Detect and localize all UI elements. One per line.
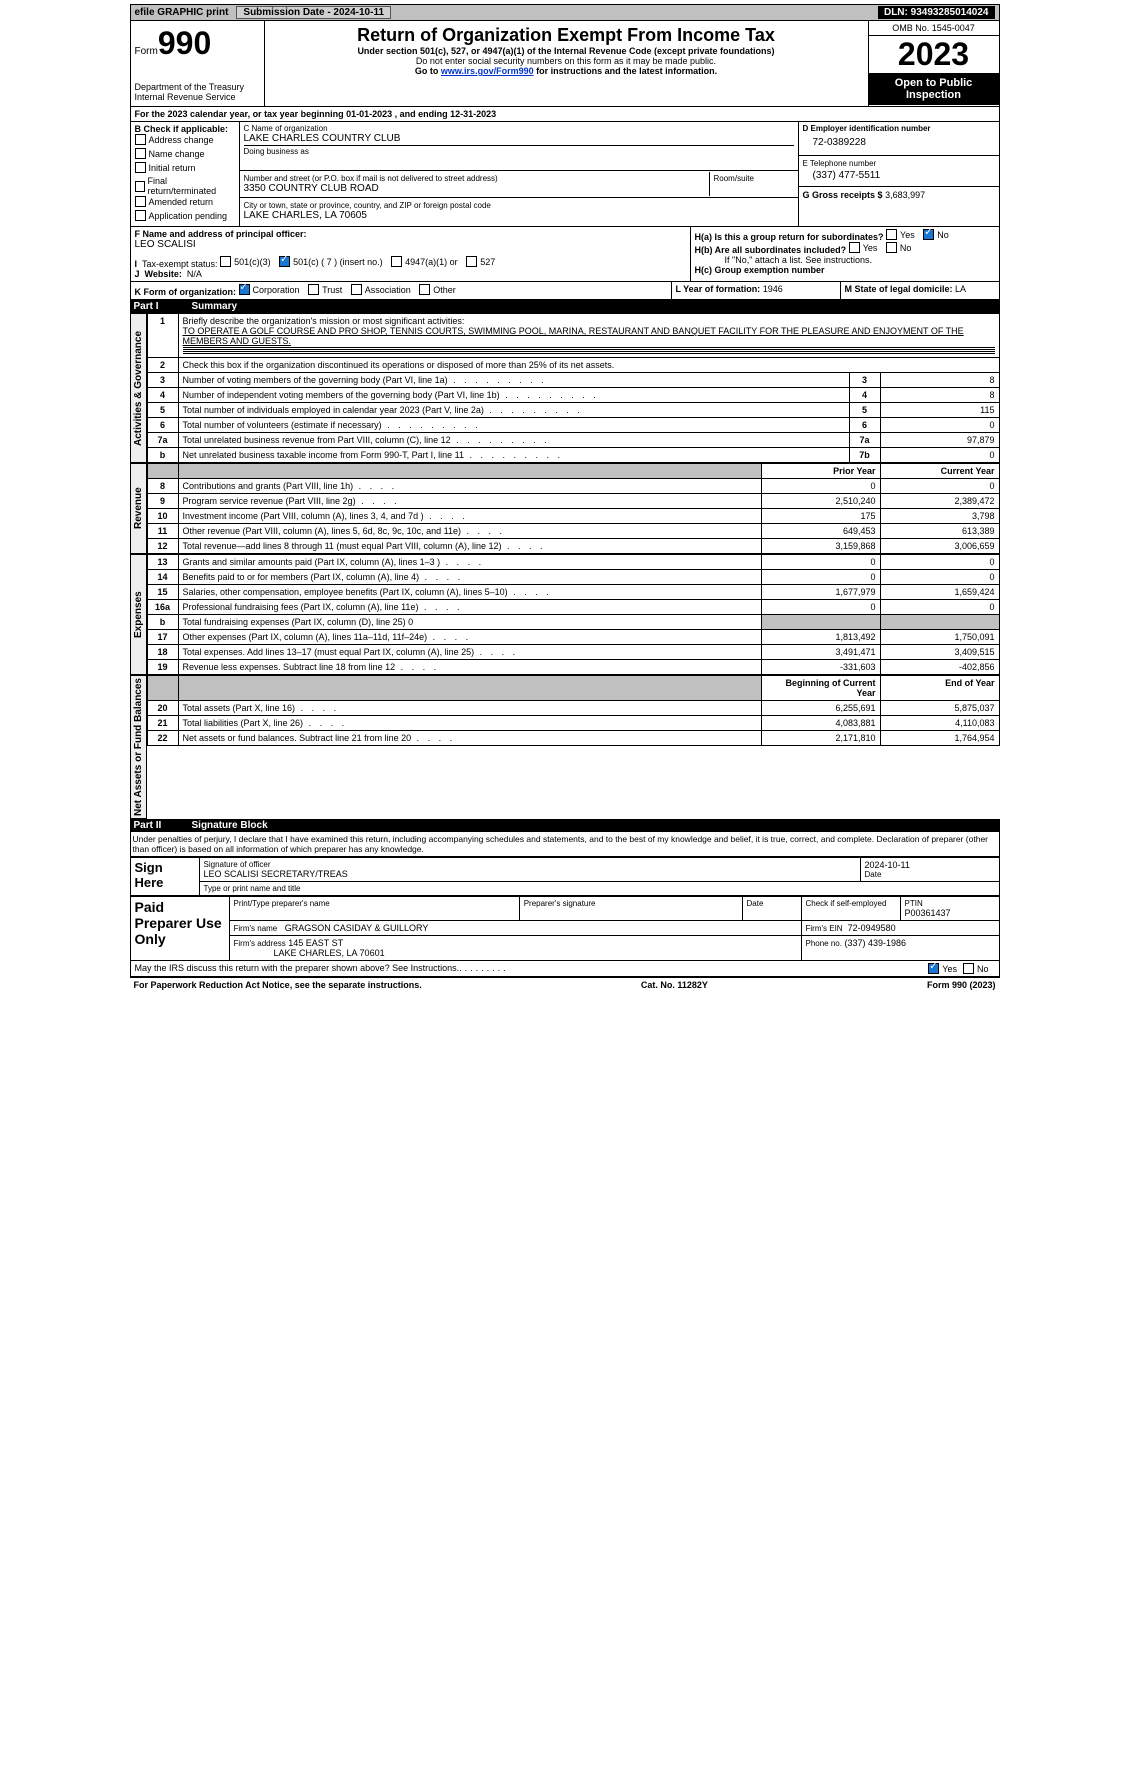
f-officer-label: F Name and address of principal officer: bbox=[135, 229, 307, 239]
city-label: City or town, state or province, country… bbox=[244, 201, 794, 210]
part1-header: Part ISummary bbox=[130, 300, 1000, 313]
declaration: Under penalties of perjury, I declare th… bbox=[130, 832, 1000, 857]
year-formation: 1946 bbox=[763, 284, 783, 294]
sign-here: Sign Here bbox=[130, 858, 199, 896]
form-number: 990 bbox=[158, 25, 211, 61]
cb-501c3[interactable]: 501(c)(3) bbox=[220, 256, 271, 267]
b-opt[interactable]: Initial return bbox=[135, 162, 196, 173]
hb-no[interactable]: No bbox=[886, 242, 912, 253]
c-name-label: C Name of organization bbox=[244, 124, 794, 133]
org-address: 3350 COUNTRY CLUB ROAD bbox=[244, 183, 705, 194]
paid-preparer: Paid Preparer Use Only bbox=[130, 897, 229, 961]
period-a: For the 2023 calendar year, or tax year … bbox=[135, 109, 497, 119]
phone: (337) 477-5511 bbox=[803, 168, 995, 183]
omb-number: OMB No. 1545-0047 bbox=[869, 21, 999, 36]
e-phone-label: E Telephone number bbox=[803, 159, 995, 168]
dept-treasury: Department of the Treasury Internal Reve… bbox=[135, 82, 260, 102]
ha-no[interactable]: No bbox=[923, 229, 949, 240]
form-label: Form bbox=[135, 46, 158, 57]
vert-net: Net Assets or Fund Balances bbox=[130, 675, 147, 819]
vert-activities: Activities & Governance bbox=[130, 313, 147, 463]
b-opt[interactable]: Name change bbox=[135, 148, 205, 159]
efile-label: efile GRAPHIC print bbox=[135, 7, 229, 18]
dba-label: Doing business as bbox=[244, 147, 794, 156]
cb-4947[interactable]: 4947(a)(1) or bbox=[391, 256, 458, 267]
hb-yes[interactable]: Yes bbox=[849, 242, 878, 253]
k-other[interactable]: Other bbox=[419, 284, 456, 295]
cb-501c[interactable]: 501(c) ( 7 ) (insert no.) bbox=[279, 256, 383, 267]
firm-name: GRAGSON CASIDAY & GUILLORY bbox=[285, 923, 429, 933]
sig-date: 2024-10-11 bbox=[865, 860, 995, 870]
officer-sig: LEO SCALISI SECRETARY/TREAS bbox=[204, 869, 856, 879]
topbar: efile GRAPHIC print Submission Date - 20… bbox=[130, 4, 1000, 21]
k-corp[interactable]: Corporation bbox=[239, 284, 300, 295]
form-header: Form990 Department of the Treasury Inter… bbox=[130, 21, 1000, 107]
firm-addr: 145 EAST ST bbox=[288, 938, 343, 948]
website: N/A bbox=[187, 269, 202, 279]
org-name: LAKE CHARLES COUNTRY CLUB bbox=[244, 133, 794, 144]
discuss-yes[interactable]: Yes bbox=[928, 963, 957, 974]
form-subtitle: Under section 501(c), 527, or 4947(a)(1)… bbox=[269, 46, 864, 56]
b-opt[interactable]: Address change bbox=[135, 134, 214, 145]
b-opt[interactable]: Amended return bbox=[135, 196, 214, 207]
form-title: Return of Organization Exempt From Incom… bbox=[269, 25, 864, 46]
k-trust[interactable]: Trust bbox=[308, 284, 342, 295]
submission-date-btn[interactable]: Submission Date - 2024-10-11 bbox=[236, 6, 391, 19]
org-city: LAKE CHARLES, LA 70605 bbox=[244, 210, 794, 221]
mission-text: TO OPERATE A GOLF COURSE AND PRO SHOP, T… bbox=[183, 326, 964, 346]
d-ein-label: D Employer identification number bbox=[803, 124, 995, 133]
k-assoc[interactable]: Association bbox=[351, 284, 411, 295]
officer-name: LEO SCALISI bbox=[135, 239, 686, 250]
vert-expenses: Expenses bbox=[130, 554, 147, 675]
room-label: Room/suite bbox=[714, 174, 794, 183]
discuss-no[interactable]: No bbox=[963, 963, 989, 974]
vert-revenue: Revenue bbox=[130, 463, 147, 554]
irs-link[interactable]: www.irs.gov/Form990 bbox=[441, 66, 534, 76]
ptin: P00361437 bbox=[905, 908, 995, 918]
footer: For Paperwork Reduction Act Notice, see … bbox=[130, 977, 1000, 992]
firm-phone: (337) 439-1986 bbox=[845, 938, 907, 948]
open-inspection: Open to Public Inspection bbox=[869, 73, 999, 105]
ein: 72-0389228 bbox=[803, 133, 995, 152]
part2-header: Part IISignature Block bbox=[130, 819, 1000, 832]
cb-527[interactable]: 527 bbox=[466, 256, 495, 267]
dln: DLN: 93493285014024 bbox=[878, 6, 995, 19]
ha-yes[interactable]: Yes bbox=[886, 229, 915, 240]
gross-receipts: 3,683,997 bbox=[885, 190, 925, 200]
addr-label: Number and street (or P.O. box if mail i… bbox=[244, 174, 705, 183]
tax-year: 2023 bbox=[869, 36, 999, 73]
form-note1: Do not enter social security numbers on … bbox=[269, 56, 864, 66]
org-info-block: B Check if applicable: Address change Nam… bbox=[130, 122, 1000, 227]
b-opt[interactable]: Application pending bbox=[135, 210, 228, 221]
section-b-label: B Check if applicable: bbox=[135, 124, 235, 134]
state-domicile: LA bbox=[955, 284, 966, 294]
b-opt[interactable]: Final return/terminated bbox=[135, 176, 229, 196]
firm-ein: 72-0949580 bbox=[848, 923, 896, 933]
